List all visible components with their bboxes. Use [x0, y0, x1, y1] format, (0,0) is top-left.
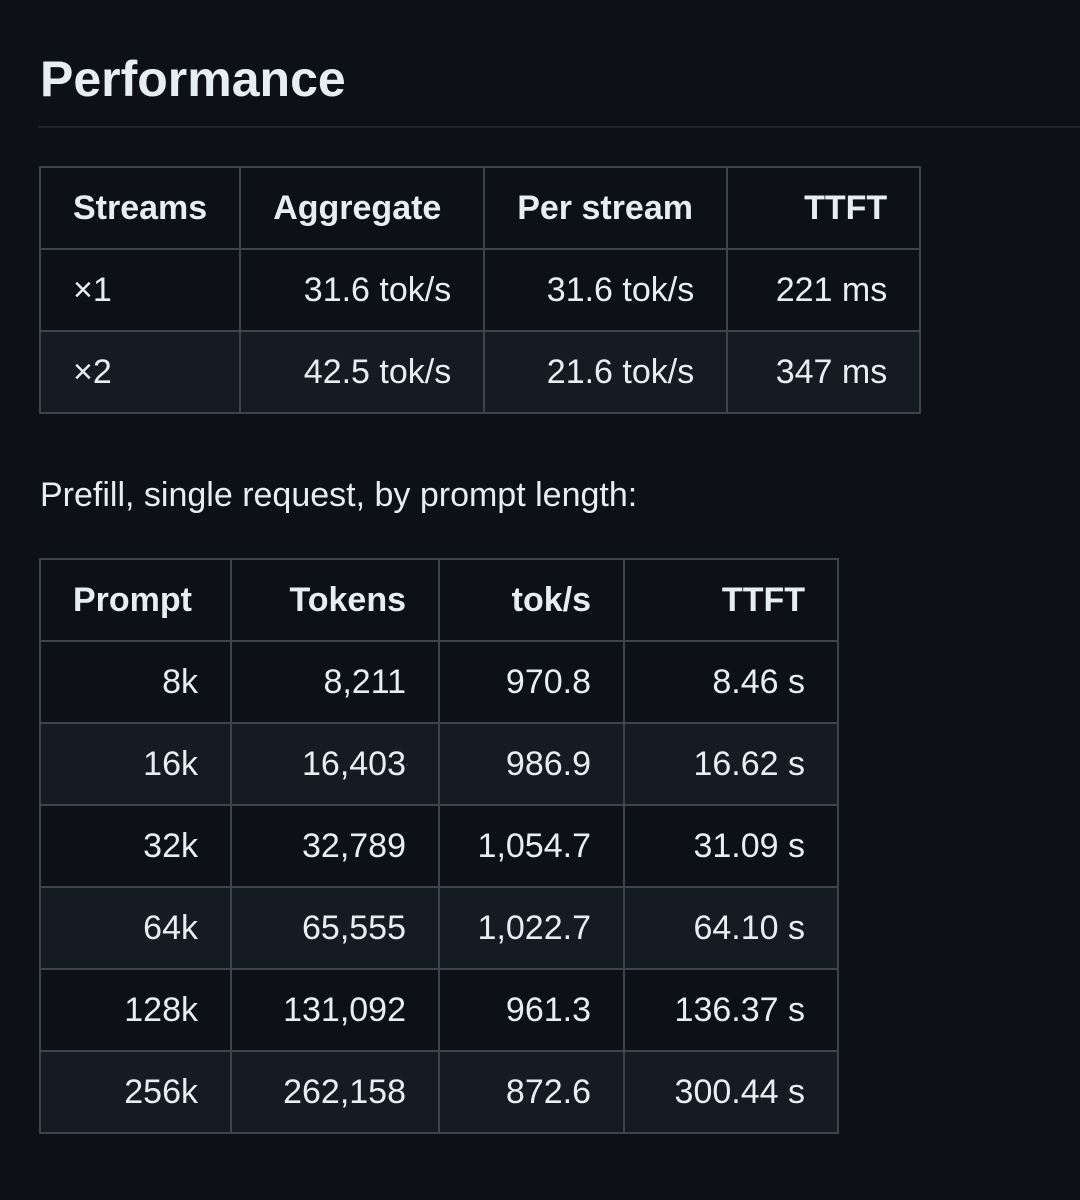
cell-prompt: 32k [39, 804, 232, 888]
table-row: 64k 65,555 1,022.7 64.10 s [39, 886, 839, 970]
prefill-table: Prompt Tokens tok/s TTFT 8k 8,211 970.8 … [39, 558, 839, 1134]
column-header-prompt: Prompt [39, 558, 232, 642]
column-header-tok-per-s: tok/s [438, 558, 625, 642]
cell-per-stream: 31.6 tok/s [483, 248, 729, 332]
cell-ttft: 136.37 s [623, 968, 839, 1052]
table-row: 128k 131,092 961.3 136.37 s [39, 968, 839, 1052]
cell-ttft: 8.46 s [623, 640, 839, 724]
column-header-aggregate: Aggregate [239, 166, 486, 250]
cell-tok-per-s: 986.9 [438, 722, 625, 806]
cell-tok-per-s: 970.8 [438, 640, 625, 724]
cell-ttft: 64.10 s [623, 886, 839, 970]
cell-tokens: 8,211 [230, 640, 440, 724]
cell-aggregate: 31.6 tok/s [239, 248, 486, 332]
streams-table: Streams Aggregate Per stream TTFT ×1 31.… [38, 166, 922, 414]
table-row: 32k 32,789 1,054.7 31.09 s [39, 804, 839, 888]
cell-ttft: 31.09 s [623, 804, 839, 888]
cell-tok-per-s: 872.6 [438, 1050, 625, 1134]
column-header-ttft: TTFT [623, 558, 839, 642]
cell-ttft: 16.62 s [623, 722, 839, 806]
cell-streams: ×1 [38, 248, 242, 332]
heading-divider [38, 126, 1080, 128]
table-header-row: Streams Aggregate Per stream TTFT [38, 166, 922, 250]
cell-tokens: 262,158 [230, 1050, 440, 1134]
table-row: 16k 16,403 986.9 16.62 s [39, 722, 839, 806]
prefill-caption: Prefill, single request, by prompt lengt… [40, 476, 638, 514]
column-header-per-stream: Per stream [483, 166, 729, 250]
table-row: ×1 31.6 tok/s 31.6 tok/s 221 ms [38, 248, 922, 332]
column-header-tokens: Tokens [230, 558, 440, 642]
section-heading: Performance [40, 51, 346, 107]
cell-tokens: 32,789 [230, 804, 440, 888]
cell-tok-per-s: 1,054.7 [438, 804, 625, 888]
table-row: 256k 262,158 872.6 300.44 s [39, 1050, 839, 1134]
cell-tok-per-s: 961.3 [438, 968, 625, 1052]
cell-ttft: 300.44 s [623, 1050, 839, 1134]
cell-tok-per-s: 1,022.7 [438, 886, 625, 970]
cell-tokens: 16,403 [230, 722, 440, 806]
cell-streams: ×2 [38, 330, 242, 414]
cell-aggregate: 42.5 tok/s [239, 330, 486, 414]
cell-prompt: 16k [39, 722, 232, 806]
table-row: 8k 8,211 970.8 8.46 s [39, 640, 839, 724]
table-row: ×2 42.5 tok/s 21.6 tok/s 347 ms [38, 330, 922, 414]
cell-ttft: 221 ms [726, 248, 922, 332]
table-header-row: Prompt Tokens tok/s TTFT [39, 558, 839, 642]
cell-prompt: 64k [39, 886, 232, 970]
column-header-ttft: TTFT [726, 166, 922, 250]
cell-tokens: 65,555 [230, 886, 440, 970]
cell-ttft: 347 ms [726, 330, 922, 414]
column-header-streams: Streams [38, 166, 242, 250]
cell-tokens: 131,092 [230, 968, 440, 1052]
cell-prompt: 256k [39, 1050, 232, 1134]
cell-prompt: 8k [39, 640, 232, 724]
cell-prompt: 128k [39, 968, 232, 1052]
cell-per-stream: 21.6 tok/s [483, 330, 729, 414]
